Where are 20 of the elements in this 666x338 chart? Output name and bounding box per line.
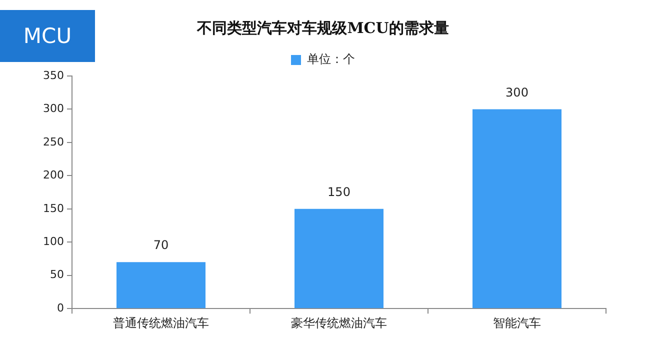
bar	[472, 109, 562, 308]
y-tick-label: 0	[56, 301, 64, 314]
y-tick-label: 150	[42, 202, 64, 215]
bar	[294, 208, 384, 308]
data-label: 150	[328, 185, 350, 200]
chart-title: 不同类型汽车对车规级MCU的需求量	[196, 18, 449, 37]
x-tick-label: 普通传统燃油汽车	[112, 316, 209, 330]
y-tick-label: 100	[42, 235, 64, 248]
data-label: 70	[153, 238, 169, 252]
y-tick-label: 300	[42, 102, 64, 116]
y-tick-label: 250	[42, 135, 64, 148]
y-tick-label: 350	[42, 68, 64, 82]
bar	[116, 262, 206, 308]
data-label: 300	[506, 85, 528, 100]
y-tick-label: 200	[42, 168, 64, 182]
legend-label: 单位：个	[307, 52, 355, 66]
y-tick-label: 50	[50, 268, 64, 282]
text: MCU	[0, 10, 95, 62]
x-tick-label: 智能汽车	[493, 316, 541, 330]
x-tick-label: 豪华传统燃油汽车	[291, 316, 387, 330]
